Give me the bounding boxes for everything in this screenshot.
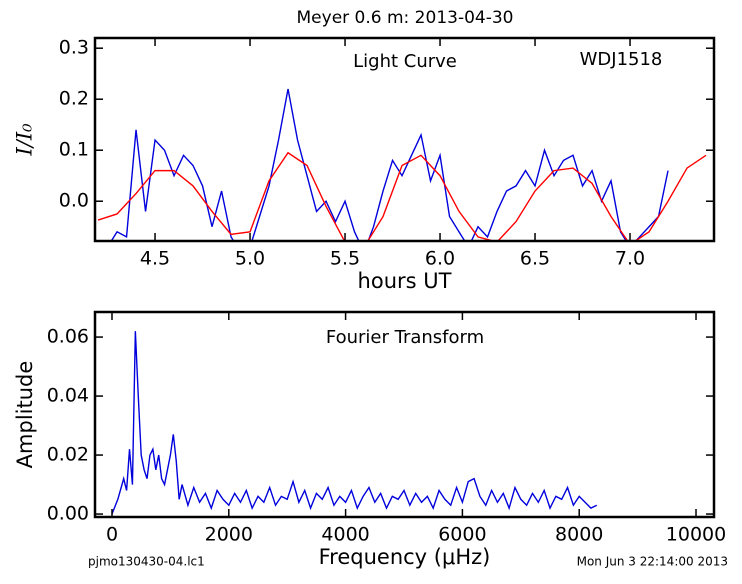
x-tick-label: 6000	[438, 524, 486, 546]
x-tick-label: 7.0	[615, 248, 645, 270]
x-tick-label: 0	[106, 524, 118, 546]
x-tick-label: 5.0	[235, 248, 265, 270]
footer-left: pjmo130430-04.lc1	[88, 555, 205, 569]
x-tick-label: 4.5	[140, 248, 170, 270]
y-tick-label: 0.02	[47, 444, 89, 466]
annotation: Light Curve	[353, 51, 457, 72]
y-tick-label: 0.1	[59, 139, 89, 161]
x-axis-label: hours UT	[358, 269, 452, 293]
axes-frame	[93, 310, 716, 519]
y-axis-label: Amplitude	[13, 361, 37, 469]
x-tick-label: 2000	[205, 524, 253, 546]
x-tick-label: 6.0	[425, 248, 455, 270]
plot-area	[97, 88, 707, 241]
y-tick-label: 0.0	[59, 190, 89, 212]
y-axis-label: I/I₀	[13, 123, 37, 157]
annotation: WDJ1518	[580, 49, 663, 70]
annotation: Fourier Transform	[326, 327, 484, 348]
y-tick-label: 0.06	[47, 326, 89, 348]
x-tick-label: 4000	[321, 524, 369, 546]
footer-right: Mon Jun 3 22:14:00 2013	[577, 555, 728, 569]
y-tick-label: 0.00	[47, 503, 89, 525]
series-line	[97, 151, 707, 241]
x-axis-label: Frequency (μHz)	[319, 545, 491, 569]
figure-title: Meyer 0.6 m: 2013-04-30	[297, 8, 514, 28]
series-line	[111, 331, 598, 515]
x-tick-label: 10000	[666, 524, 726, 546]
series-line	[110, 88, 669, 241]
x-tick-label: 5.5	[330, 248, 360, 270]
x-tick-label: 6.5	[520, 248, 550, 270]
x-tick-label: 8000	[555, 524, 603, 546]
plot-area	[111, 331, 598, 515]
axes-frame	[93, 36, 716, 243]
y-tick-label: 0.3	[59, 37, 89, 59]
y-tick-label: 0.2	[59, 88, 89, 110]
y-tick-label: 0.04	[47, 385, 89, 407]
